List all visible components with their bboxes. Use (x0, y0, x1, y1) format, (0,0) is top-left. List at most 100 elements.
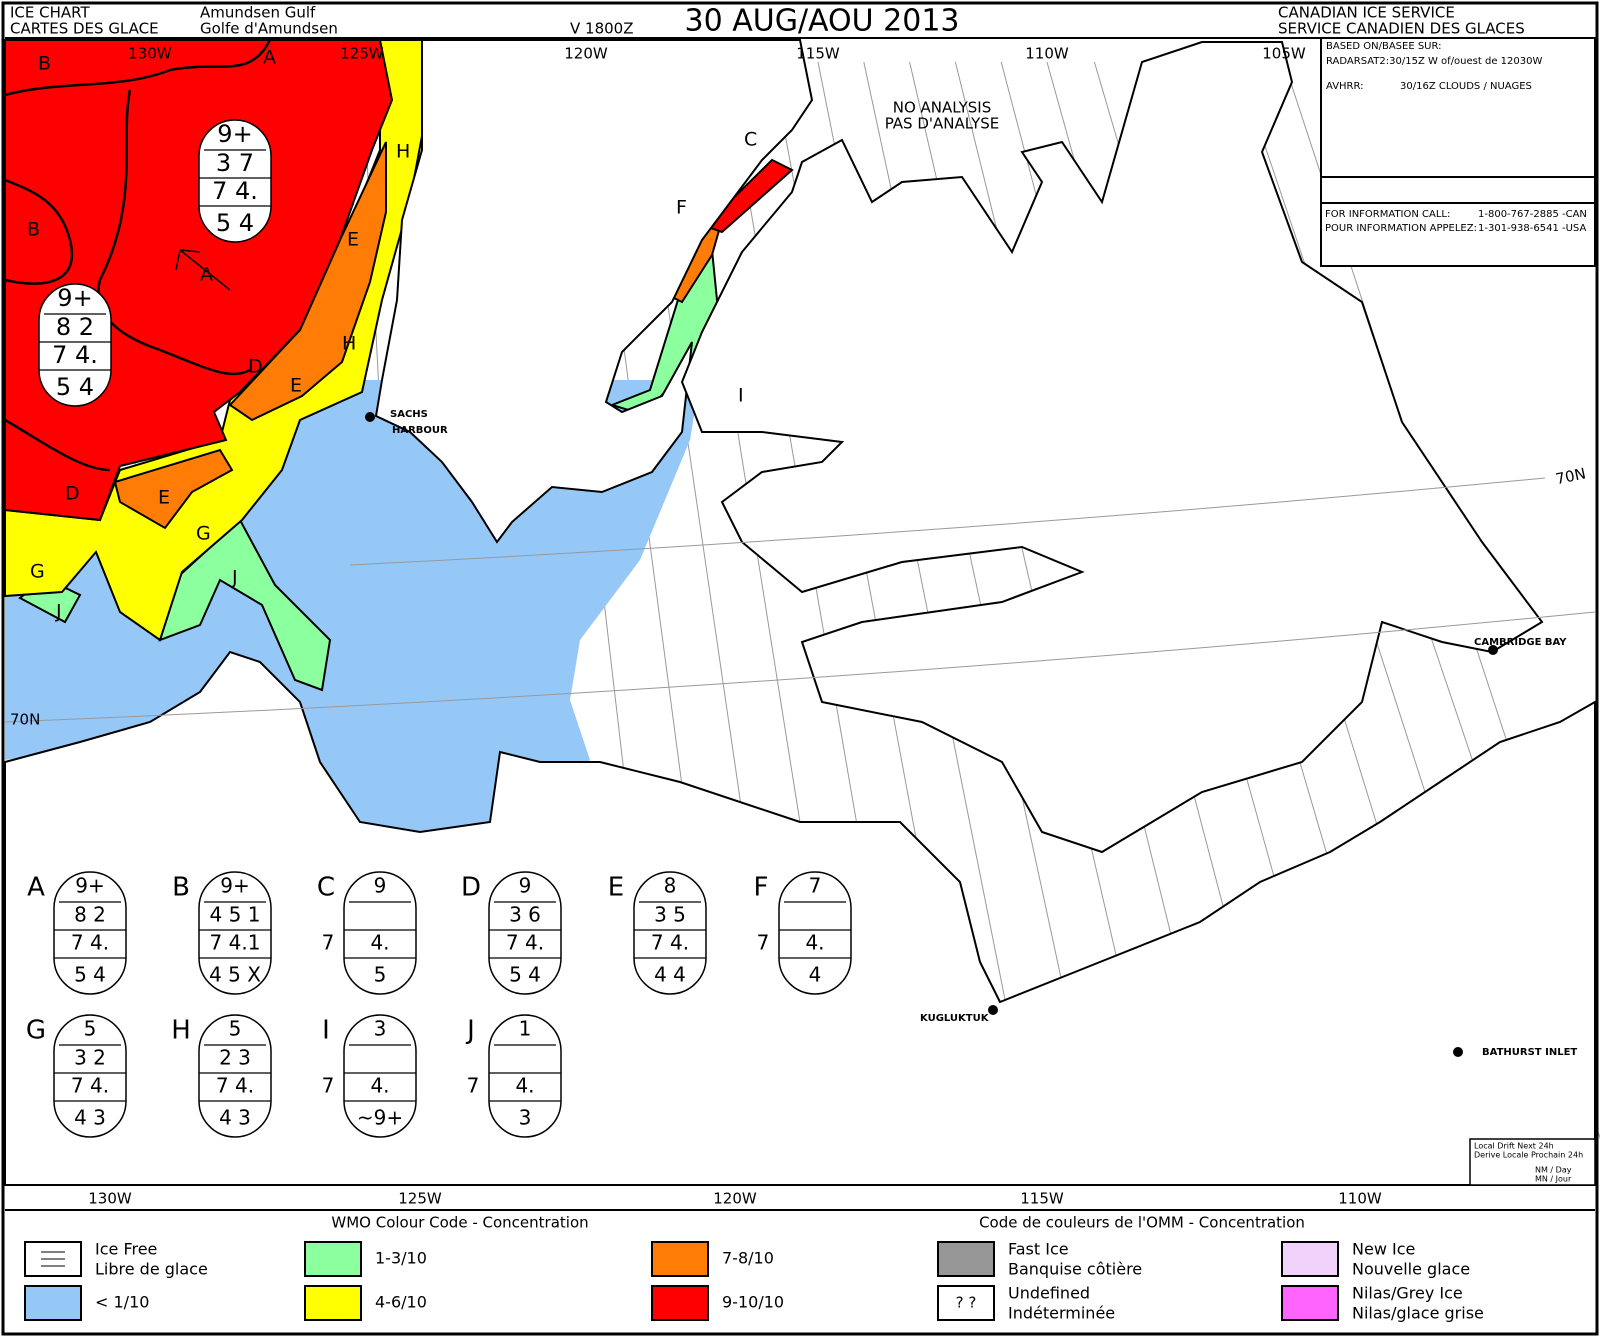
zone-label: F (676, 197, 687, 219)
zone-label: D (248, 356, 263, 378)
egg-form: 5 4 (509, 963, 541, 987)
place-dot (988, 1005, 998, 1015)
egg-letter: D (461, 873, 481, 903)
longitude-label: 120W (713, 1190, 757, 1208)
ice-zone-7-8 (113, 448, 234, 530)
egg-total: 9+ (217, 120, 252, 148)
place-dot (1453, 1047, 1463, 1057)
zone-label: E (290, 375, 302, 397)
egg-total: 7 (809, 874, 822, 898)
longitude-label: 115W (1020, 1190, 1064, 1208)
longitude-label: 125W (398, 1190, 442, 1208)
egg-form: 5 (374, 963, 387, 987)
chart-title: CARTES DES GLACE (10, 20, 159, 38)
legend-label: 7-8/10 (722, 1249, 774, 1268)
egg-partial: 3 2 (74, 1046, 106, 1070)
latitude-label: 70N (10, 711, 40, 729)
legend-label: New Ice (1352, 1240, 1415, 1259)
egg-partial: 4 5 1 (210, 903, 261, 927)
zone-label: J (231, 567, 238, 589)
egg-letter: E (608, 873, 624, 903)
egg-letter: B (172, 873, 190, 903)
egg-total: 5 (229, 1017, 242, 1041)
drift-text: MN / Jour (1535, 1175, 1572, 1184)
legend-label: Fast Ice (1008, 1240, 1069, 1259)
egg-letter: I (322, 1016, 330, 1046)
egg-total: 9+ (75, 874, 104, 898)
ice-zone-9-10 (4, 39, 394, 522)
egg-stage: 4. (805, 931, 824, 955)
egg-partial: 3 5 (654, 903, 686, 927)
chart-title: ICE CHART (10, 4, 90, 22)
zone-label: E (158, 487, 170, 509)
egg-stage: 7 4. (216, 1074, 254, 1098)
zone-label: G (30, 561, 45, 583)
longitude-label: 120W (564, 45, 608, 63)
place-label: KUGLUKTUK (920, 1013, 990, 1024)
legend-title: Code de couleurs de l'OMM - Concentratio… (979, 1214, 1305, 1232)
legend-title: WMO Colour Code - Concentration (331, 1214, 588, 1232)
zone-label: J (55, 601, 62, 623)
info-text: RADARSAT2:30/15Z W of/ouest de 12030W (1326, 56, 1542, 67)
drift-arrow (175, 249, 231, 291)
agency: SERVICE CANADIEN DES GLACES (1278, 20, 1525, 38)
zone-labels: A B H B E A H D E D E G G J J C F I (27, 47, 757, 623)
latitude-label: 70N (1554, 464, 1587, 488)
egg-letter: C (317, 873, 335, 903)
zone-label: D (65, 483, 80, 505)
egg-stage: 7 4.1 (210, 931, 261, 955)
longitude-label: 110W (1025, 45, 1069, 63)
drift-text: Derive Locale Prochain 24h (1474, 1151, 1583, 1160)
parallel (349, 477, 1546, 566)
zone-label: A (263, 47, 276, 69)
longitude-label: 130W (88, 1190, 132, 1208)
place-label: BATHURST INLET (1482, 1047, 1577, 1058)
legend-label: Indéterminée (1008, 1304, 1115, 1323)
egg-partial: 3 7 (216, 149, 254, 177)
place-label: CAMBRIDGE BAY (1474, 637, 1567, 648)
legend-label: 1-3/10 (375, 1249, 427, 1268)
legend-swatch (937, 1285, 995, 1321)
egg-stage: 7 4. (71, 931, 109, 955)
egg-total: 3 (374, 1017, 387, 1041)
egg-side: 7 (467, 1074, 480, 1098)
legend-swatch (304, 1285, 362, 1321)
legend-swatch (937, 1241, 995, 1277)
egg-partial: 3 6 (509, 903, 541, 927)
place-label: HARBOUR (392, 425, 448, 436)
egg-stage: 4. (370, 931, 389, 955)
zone-label: E (347, 229, 359, 251)
drift-text: NM / Day (1535, 1166, 1572, 1175)
banks-island (374, 39, 814, 544)
egg-partial: 8 2 (56, 313, 94, 341)
egg-total: 9+ (220, 874, 249, 898)
legend-label: Nilas/glace grise (1352, 1304, 1484, 1323)
victoria-island (680, 41, 1544, 854)
agency: CANADIAN ICE SERVICE (1278, 4, 1455, 22)
chart-date: 30 AUG/AOU 2013 (685, 4, 960, 39)
egg-form: 5 4 (56, 373, 94, 401)
egg-form: 4 4 (654, 963, 686, 987)
egg-partial: 2 3 (219, 1046, 251, 1070)
egg-form: 4 3 (219, 1106, 251, 1130)
egg-partial: 8 2 (74, 903, 106, 927)
legend-label: Undefined (1008, 1284, 1090, 1303)
info-text: 1-301-938-6541 -USA (1478, 223, 1586, 234)
legend-label: < 1/10 (95, 1293, 149, 1312)
egg-form: ~9+ (357, 1106, 403, 1130)
egg-letter: J (465, 1016, 475, 1046)
egg-form: 5 4 (216, 209, 254, 237)
egg-stage: 7 4. (212, 177, 258, 205)
egg-total: 1 (519, 1017, 532, 1041)
legend-label: Ice Free (95, 1240, 157, 1259)
place-dot (365, 412, 375, 422)
region: Golfe d'Amundsen (200, 20, 338, 38)
egg-side: 7 (757, 931, 770, 955)
info-text: AVHRR: (1326, 81, 1364, 92)
egg-form: 4 (809, 963, 822, 987)
info-box (1320, 37, 1596, 267)
legend-swatch (304, 1241, 362, 1277)
legend-label: Nouvelle glace (1352, 1260, 1470, 1279)
